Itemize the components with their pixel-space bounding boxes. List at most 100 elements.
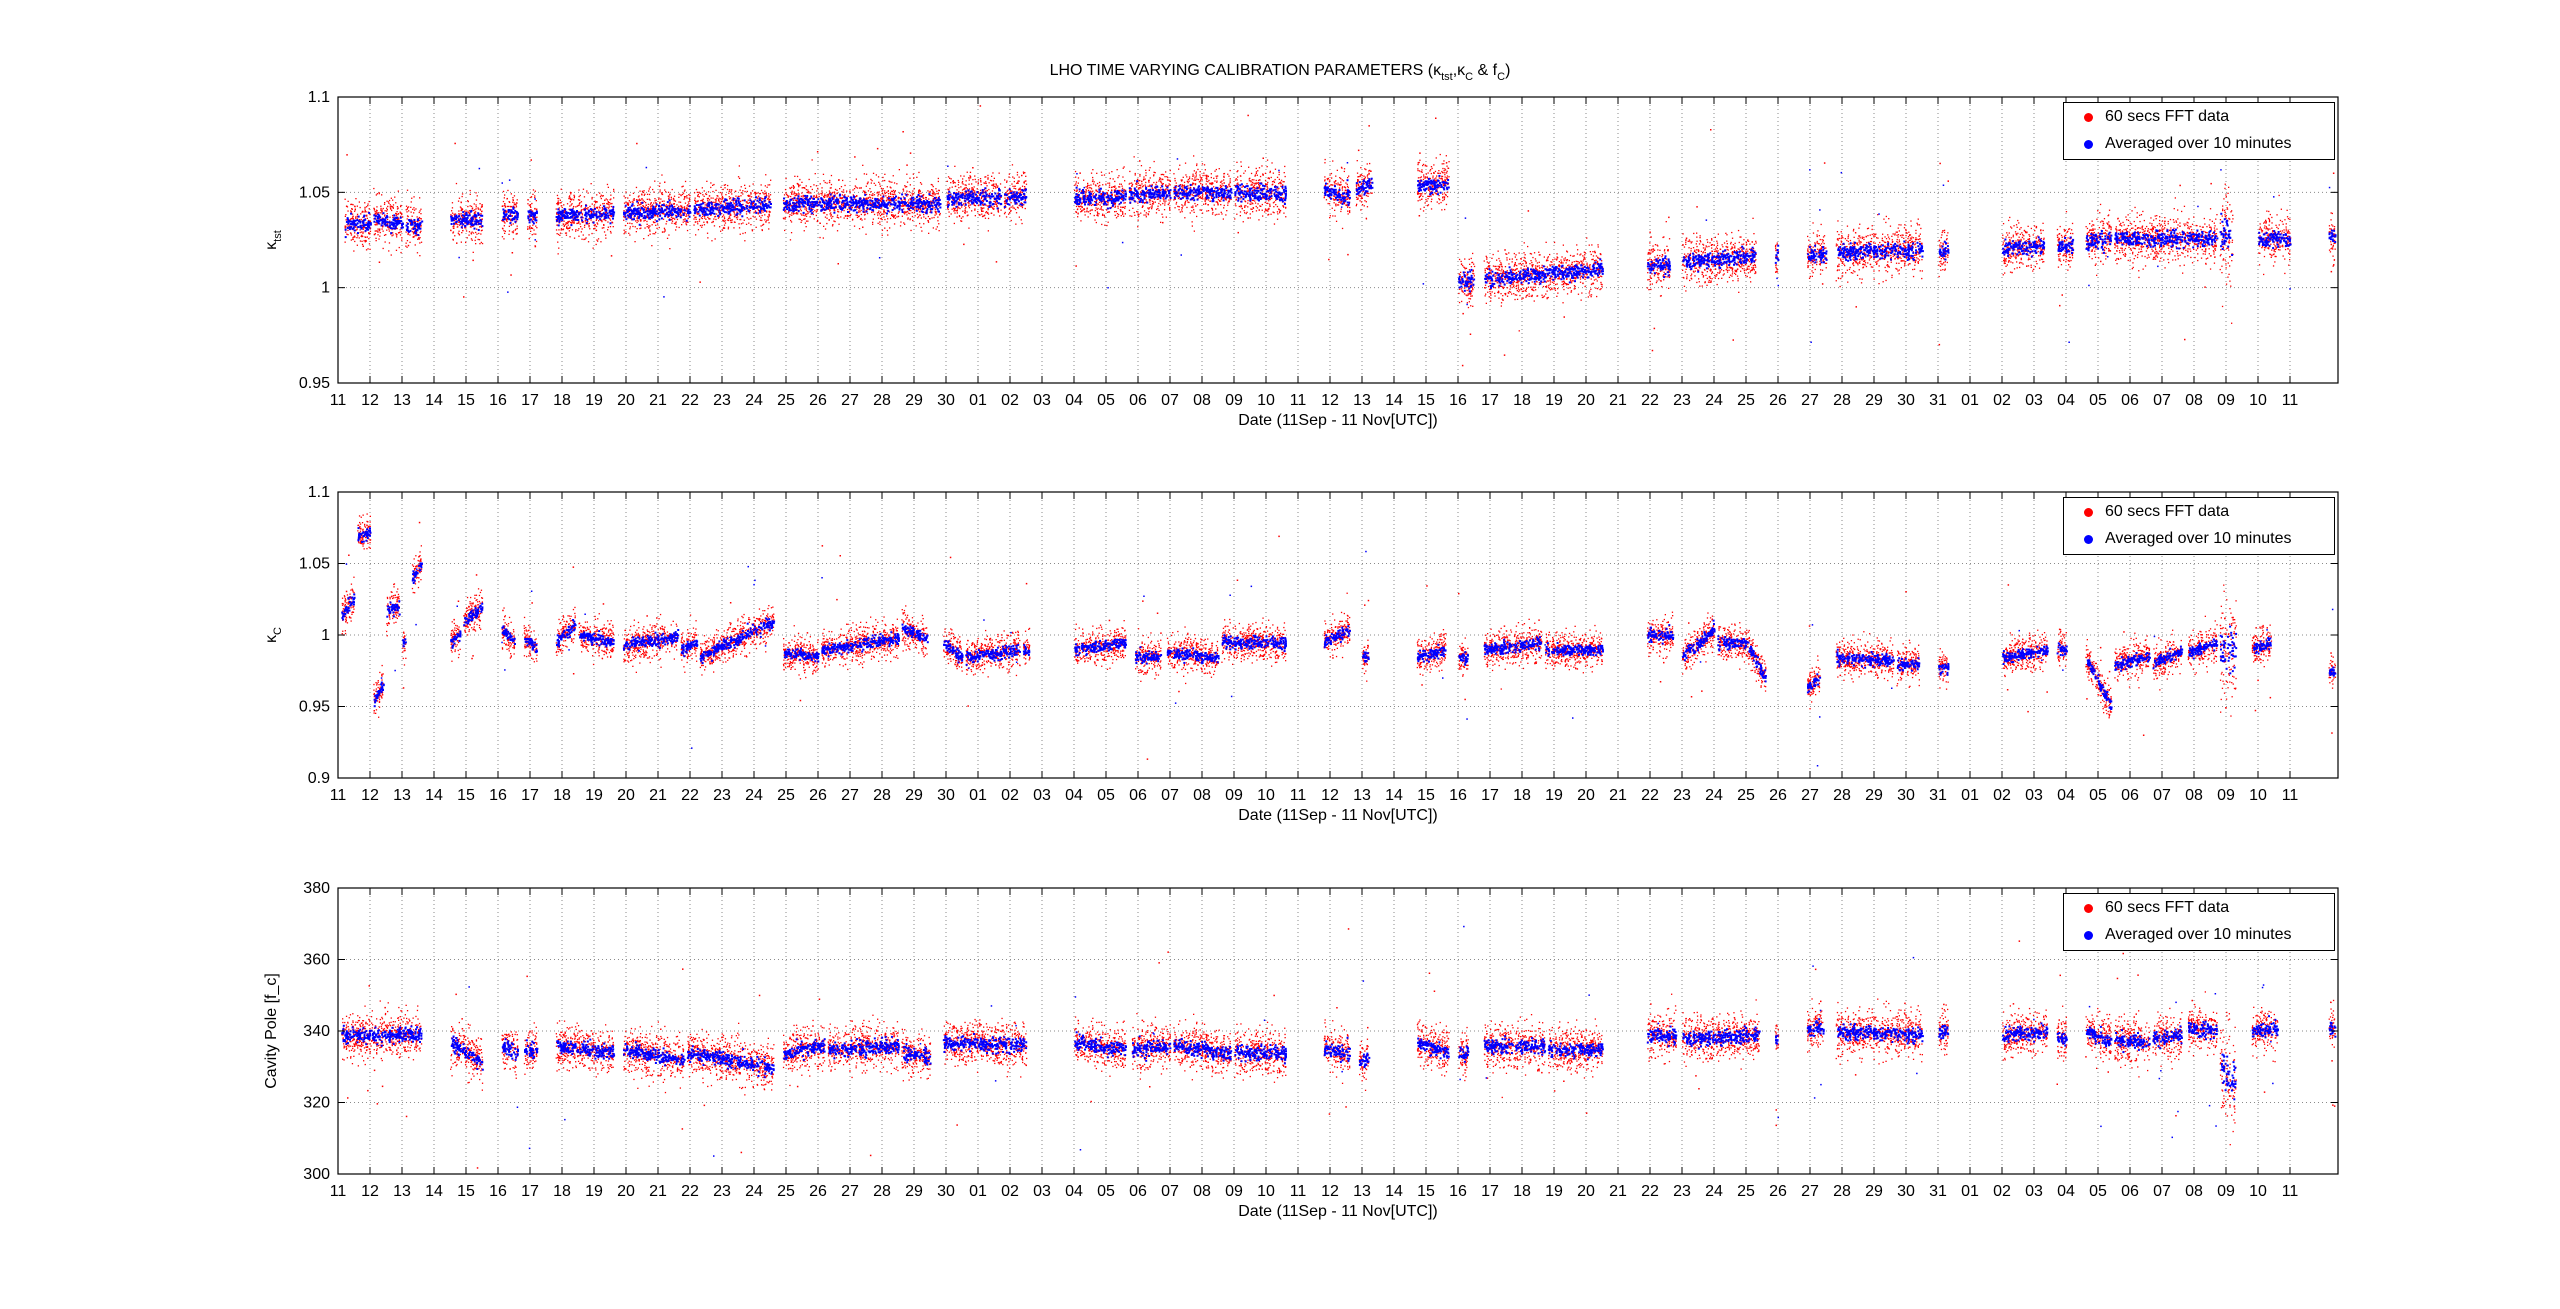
raw-point <box>833 197 835 199</box>
raw-point <box>728 219 730 222</box>
raw-point <box>402 216 404 218</box>
raw-point <box>578 195 580 198</box>
raw-point <box>909 212 911 215</box>
raw-point <box>637 220 639 222</box>
raw-point <box>570 204 572 206</box>
raw-point <box>720 209 722 212</box>
raw-point <box>714 216 716 218</box>
raw-point <box>684 220 686 222</box>
raw-point <box>407 206 410 208</box>
raw-point <box>884 192 886 195</box>
raw-point <box>419 237 421 239</box>
raw-point <box>935 213 938 215</box>
raw-point <box>757 209 760 212</box>
raw-point <box>1163 209 1166 211</box>
raw-point <box>1016 174 1019 176</box>
raw-point <box>751 230 754 232</box>
raw-point <box>594 224 596 226</box>
raw-point <box>740 192 742 194</box>
raw-point <box>596 239 598 241</box>
raw-point <box>1217 204 1219 206</box>
raw-point <box>383 203 386 205</box>
raw-point <box>748 194 750 196</box>
raw-point <box>376 230 378 232</box>
raw-point <box>1097 207 1099 210</box>
raw-point <box>570 221 572 224</box>
raw-point <box>708 210 710 213</box>
raw-point <box>465 241 467 244</box>
raw-point <box>410 201 412 203</box>
raw-point <box>786 194 788 197</box>
raw-point <box>1099 204 1101 206</box>
raw-point <box>363 226 366 229</box>
raw-point <box>453 214 456 216</box>
raw-point <box>555 208 557 210</box>
raw-point <box>648 190 650 192</box>
raw-point <box>822 237 824 239</box>
raw-point <box>877 193 880 195</box>
raw-point <box>567 221 569 224</box>
raw-point <box>913 193 915 195</box>
raw-point <box>1160 221 1162 223</box>
raw-point <box>986 205 989 207</box>
raw-point <box>696 211 698 213</box>
raw-point <box>535 233 537 235</box>
raw-point <box>364 236 366 238</box>
raw-point <box>535 216 537 219</box>
raw-point <box>715 206 717 208</box>
raw-point <box>643 200 646 203</box>
raw-point <box>954 212 956 214</box>
raw-point <box>1021 206 1024 209</box>
raw-point <box>807 190 809 193</box>
raw-point <box>1169 184 1171 186</box>
raw-point <box>802 194 804 197</box>
raw-point <box>739 233 741 235</box>
raw-point <box>629 234 631 236</box>
raw-point <box>478 232 480 235</box>
raw-point <box>569 197 571 199</box>
raw-point <box>832 195 834 197</box>
raw-point <box>733 216 736 218</box>
raw-point <box>993 183 995 185</box>
raw-point <box>1216 175 1219 177</box>
raw-point <box>601 207 604 209</box>
raw-point <box>904 223 906 225</box>
raw-point <box>801 219 803 222</box>
raw-point <box>405 205 408 207</box>
raw-point <box>643 220 645 222</box>
raw-point <box>640 203 642 205</box>
raw-point <box>559 199 561 201</box>
raw-point <box>569 201 571 203</box>
raw-point <box>673 206 675 208</box>
raw-point <box>973 186 975 188</box>
raw-point <box>939 214 941 216</box>
raw-point <box>1137 214 1139 216</box>
raw-point <box>532 189 535 191</box>
raw-point <box>768 198 770 201</box>
raw-point <box>714 201 716 204</box>
raw-point <box>529 226 531 229</box>
raw-point <box>1202 174 1204 177</box>
raw-point <box>655 199 657 201</box>
raw-point <box>1130 189 1132 192</box>
raw-point <box>563 220 565 222</box>
raw-point <box>512 230 515 232</box>
raw-point <box>475 192 477 194</box>
raw-point <box>1147 213 1149 215</box>
raw-point <box>656 227 658 229</box>
raw-point <box>1121 211 1124 213</box>
raw-point <box>458 213 461 215</box>
raw-point <box>504 222 506 224</box>
raw-point <box>676 218 679 221</box>
raw-point <box>982 204 984 206</box>
raw-point <box>515 228 517 230</box>
raw-point <box>907 194 909 196</box>
raw-point <box>909 205 912 207</box>
raw-point <box>812 211 814 213</box>
raw-point <box>923 213 925 216</box>
raw-point <box>1082 209 1084 211</box>
raw-point <box>1186 180 1188 182</box>
raw-point <box>722 227 724 229</box>
raw-point <box>556 194 559 197</box>
raw-point <box>381 213 383 215</box>
